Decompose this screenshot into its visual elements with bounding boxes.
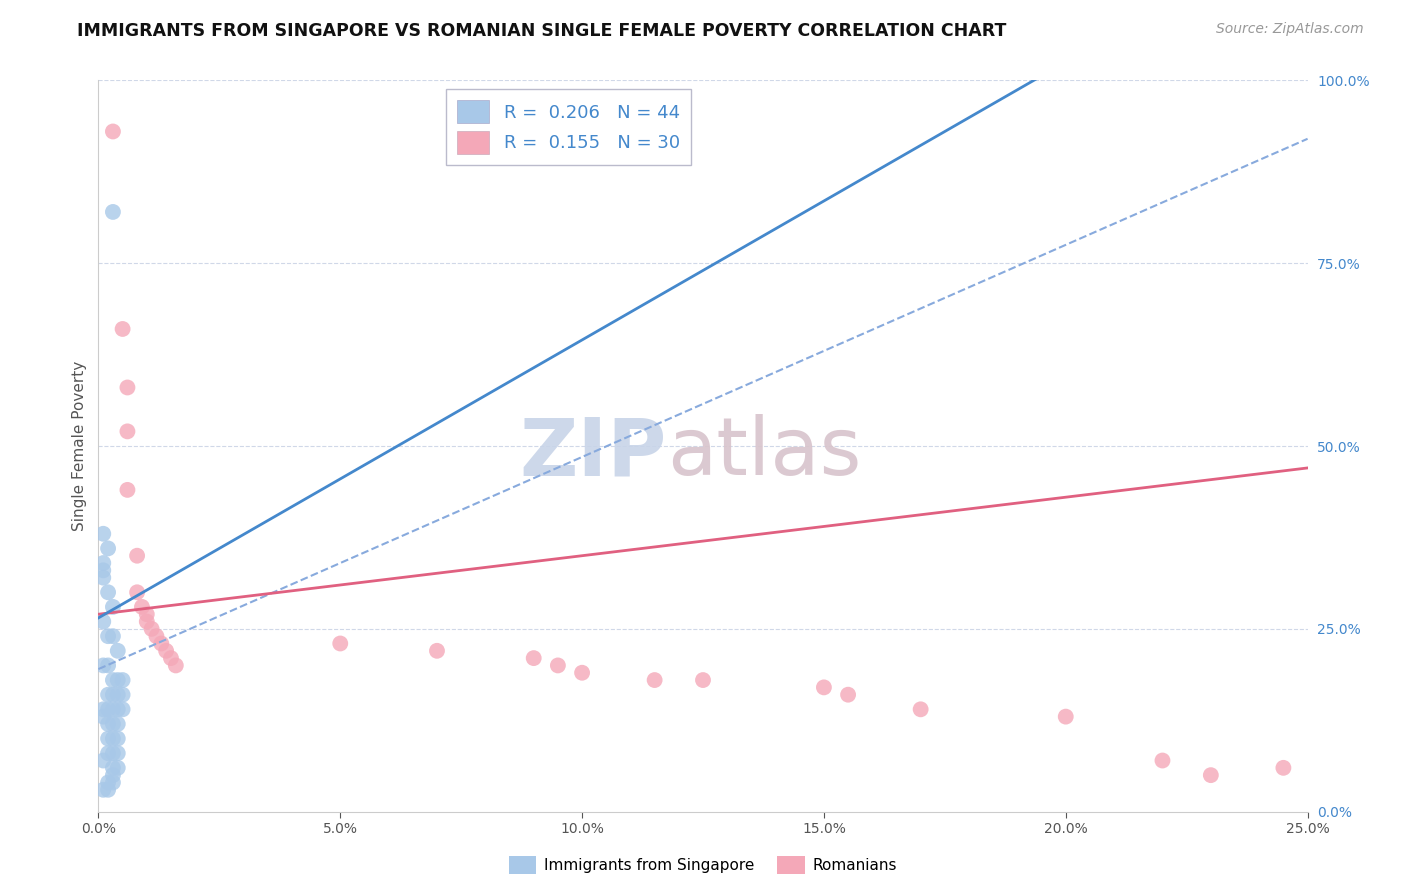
Point: [101, 124, 124, 138]
Point: [101, 205, 124, 219]
Point: [571, 665, 593, 680]
Point: [141, 622, 163, 636]
Text: atlas: atlas: [666, 414, 860, 492]
Point: [91, 556, 114, 570]
Point: [91, 563, 114, 577]
Point: [135, 607, 157, 622]
Point: [107, 731, 129, 746]
Point: [91, 709, 114, 723]
Point: [910, 702, 932, 716]
Point: [97, 541, 120, 556]
Point: [97, 585, 120, 599]
Point: [644, 673, 666, 687]
Point: [117, 483, 139, 497]
Point: [117, 380, 139, 394]
Point: [101, 599, 124, 614]
Text: ZIP: ZIP: [519, 414, 666, 492]
Point: [111, 688, 134, 702]
Point: [692, 673, 714, 687]
Point: [101, 717, 124, 731]
Point: [101, 629, 124, 643]
Point: [97, 775, 120, 789]
Point: [1152, 754, 1174, 768]
Point: [145, 629, 167, 643]
Point: [127, 549, 149, 563]
Point: [117, 425, 139, 439]
Point: [101, 775, 124, 789]
Text: Source: ZipAtlas.com: Source: ZipAtlas.com: [1216, 22, 1364, 37]
Legend: R =  0.206   N = 44, R =  0.155   N = 30: R = 0.206 N = 44, R = 0.155 N = 30: [446, 89, 690, 165]
Point: [107, 644, 129, 658]
Point: [97, 658, 120, 673]
Point: [97, 629, 120, 643]
Legend: Immigrants from Singapore, Romanians: Immigrants from Singapore, Romanians: [503, 850, 903, 880]
Point: [155, 644, 177, 658]
Y-axis label: Single Female Poverty: Single Female Poverty: [72, 361, 87, 531]
Point: [101, 746, 124, 760]
Point: [97, 717, 120, 731]
Point: [107, 717, 129, 731]
Point: [135, 615, 157, 629]
Point: [101, 673, 124, 687]
Point: [111, 702, 134, 716]
Point: [97, 688, 120, 702]
Point: [1272, 761, 1295, 775]
Point: [165, 658, 187, 673]
Point: [131, 599, 153, 614]
Point: [837, 688, 859, 702]
Point: [91, 754, 114, 768]
Point: [101, 731, 124, 746]
Point: [101, 702, 124, 716]
Point: [91, 782, 114, 797]
Point: [91, 615, 114, 629]
Point: [523, 651, 546, 665]
Point: [97, 746, 120, 760]
Point: [91, 702, 114, 716]
Point: [91, 571, 114, 585]
Point: [101, 761, 124, 775]
Point: [150, 636, 173, 650]
Point: [107, 702, 129, 716]
Point: [107, 673, 129, 687]
Point: [107, 746, 129, 760]
Point: [160, 651, 183, 665]
Point: [101, 688, 124, 702]
Point: [101, 768, 124, 782]
Point: [813, 681, 835, 695]
Point: [1054, 709, 1077, 723]
Point: [97, 702, 120, 716]
Point: [111, 322, 134, 336]
Point: [107, 761, 129, 775]
Point: [97, 731, 120, 746]
Point: [127, 585, 149, 599]
Point: [426, 644, 449, 658]
Point: [97, 782, 120, 797]
Point: [91, 658, 114, 673]
Text: IMMIGRANTS FROM SINGAPORE VS ROMANIAN SINGLE FEMALE POVERTY CORRELATION CHART: IMMIGRANTS FROM SINGAPORE VS ROMANIAN SI…: [77, 22, 1007, 40]
Point: [107, 688, 129, 702]
Point: [1199, 768, 1222, 782]
Point: [111, 673, 134, 687]
Point: [91, 526, 114, 541]
Point: [329, 636, 352, 650]
Point: [547, 658, 569, 673]
